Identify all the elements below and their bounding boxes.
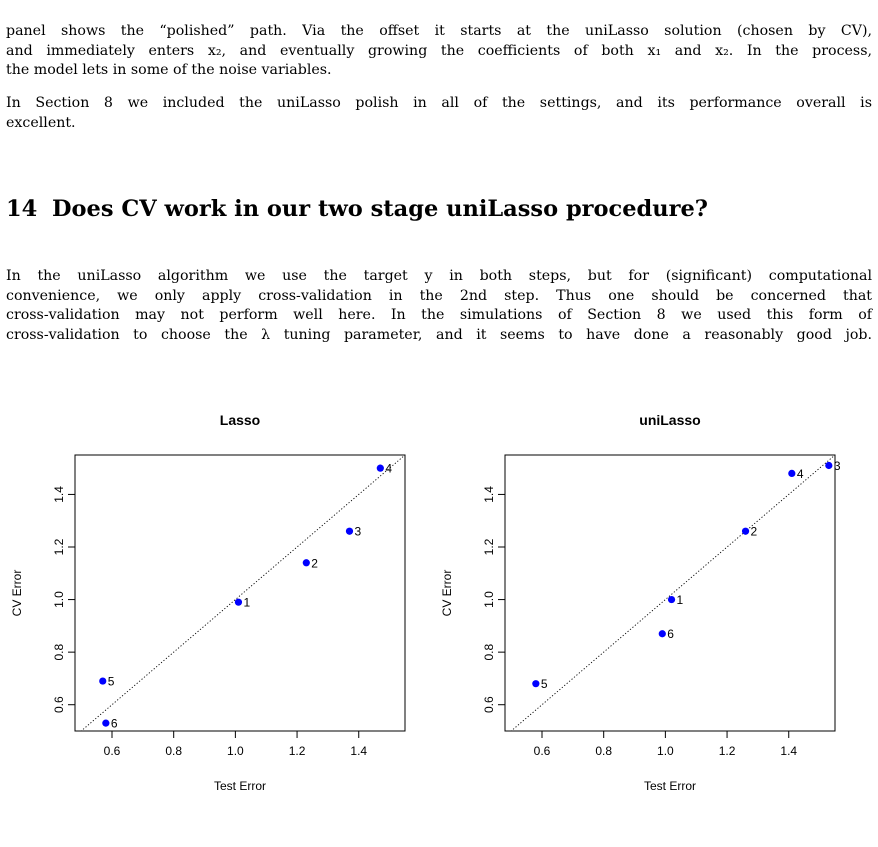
plot-svg: Lasso 0.6 0.8 1.0 1.2 1.4 0.6 0.8 1.0 1.2 1.4 Test … xyxy=(10,412,406,793)
x-tick-label: 1.2 xyxy=(719,744,736,758)
data-point-label: 5 xyxy=(108,675,115,689)
data-point-label: 2 xyxy=(751,525,758,539)
plot-frame xyxy=(504,454,836,732)
y-tick-label: 1.2 xyxy=(52,538,66,555)
scatter-plot-lasso: Lasso 0.6 0.8 1.0 1.2 1.4 0.6 0.8 1.0 1.2 1.4 Test … xyxy=(0,400,440,824)
text-line: panel shows the “polished” path. Via the… xyxy=(6,23,872,39)
y-tick-label: 0.8 xyxy=(52,643,66,660)
text-line: the model lets in some of the noise vari… xyxy=(6,62,332,78)
x-tick-label: 0.8 xyxy=(595,744,612,758)
y-tick-label: 0.6 xyxy=(52,696,66,713)
section-number: 14 xyxy=(6,196,38,222)
data-point-label: 5 xyxy=(541,677,548,691)
data-point xyxy=(532,680,540,688)
y-tick-label: 1.0 xyxy=(52,591,66,608)
section-heading: 14 Does CV work in our two stage uniLasso… xyxy=(6,196,708,222)
text-line: excellent. xyxy=(6,114,76,131)
data-point xyxy=(667,595,676,604)
plot-title: Lasso xyxy=(220,412,260,428)
x-tick-label: 1.0 xyxy=(227,744,244,758)
scatter-plot-unilasso: uniLasso 0.6 0.8 1.0 1.2 1.4 0.6 0.8 1.0 1.2 1.4 Te… xyxy=(430,400,870,824)
data-point xyxy=(102,719,110,727)
footer-continuation xyxy=(6,821,872,847)
y-tick-label: 1.2 xyxy=(482,538,496,555)
data-point xyxy=(825,461,833,470)
paragraph-polished-path: panel shows the “polished” path. Via the… xyxy=(6,22,872,81)
y-axis-label: CV Error xyxy=(10,570,24,617)
reference-line xyxy=(80,455,405,731)
plot-frame xyxy=(74,454,406,732)
x-tick-label: 1.0 xyxy=(657,744,674,758)
data-point-label: 3 xyxy=(354,525,361,539)
data-point-label: 4 xyxy=(385,462,392,476)
data-point xyxy=(376,464,384,472)
reference-line xyxy=(510,455,835,731)
x-tick-label: 0.6 xyxy=(534,744,551,758)
text-line: In the uniLasso algorithm we use the tar… xyxy=(6,268,872,284)
data-point xyxy=(234,598,243,606)
paragraph-cv-procedure: In the uniLasso algorithm we use the tar… xyxy=(6,267,872,345)
data-point xyxy=(658,630,666,638)
x-tick-label: 0.6 xyxy=(104,744,121,758)
text-line: convenience, we only apply cross-validat… xyxy=(6,287,872,304)
data-point xyxy=(788,469,796,477)
x-tick-label: 0.8 xyxy=(165,744,182,758)
x-tick-label: 1.2 xyxy=(289,744,306,758)
x-tick-label: 1.4 xyxy=(350,744,367,758)
x-axis-label: Test Error xyxy=(644,779,696,793)
data-point xyxy=(99,677,107,685)
paragraph-section8-polish: In Section 8 we included the uniLasso po… xyxy=(6,94,872,133)
text-line: and immediately enters x₂, and eventuall… xyxy=(6,42,872,59)
data-point-label: 6 xyxy=(667,627,674,641)
data-point-label: 1 xyxy=(677,593,684,607)
y-tick-label: 0.6 xyxy=(482,696,496,713)
x-tick-label: 1.4 xyxy=(780,744,797,758)
data-point-label: 2 xyxy=(311,556,318,570)
text-line: cross-validation may not perform well he… xyxy=(6,307,872,323)
data-point xyxy=(741,527,750,535)
data-point xyxy=(302,559,310,567)
data-point-label: 6 xyxy=(111,717,118,731)
x-axis-label: Test Error xyxy=(214,779,266,793)
section-title: Does CV work in our two stage uniLasso p… xyxy=(52,196,708,222)
text-line: cross-validation to choose the λ tuning … xyxy=(6,326,872,343)
y-tick-label: 1.4 xyxy=(52,486,66,503)
data-point xyxy=(345,527,354,535)
plot-svg: uniLasso 0.6 0.8 1.0 1.2 1.4 0.6 0.8 1.0 1.2 1.4 Te… xyxy=(440,412,841,793)
y-axis-label: CV Error xyxy=(440,570,454,617)
y-tick-label: 1.0 xyxy=(482,591,496,608)
y-tick-label: 0.8 xyxy=(482,643,496,660)
data-point-label: 3 xyxy=(834,459,841,473)
y-tick-label: 1.4 xyxy=(482,486,496,503)
plot-title: uniLasso xyxy=(639,412,700,428)
data-point-label: 1 xyxy=(243,596,250,610)
text-line: In Section 8 we included the uniLasso po… xyxy=(6,95,872,111)
data-point-label: 4 xyxy=(797,467,804,481)
